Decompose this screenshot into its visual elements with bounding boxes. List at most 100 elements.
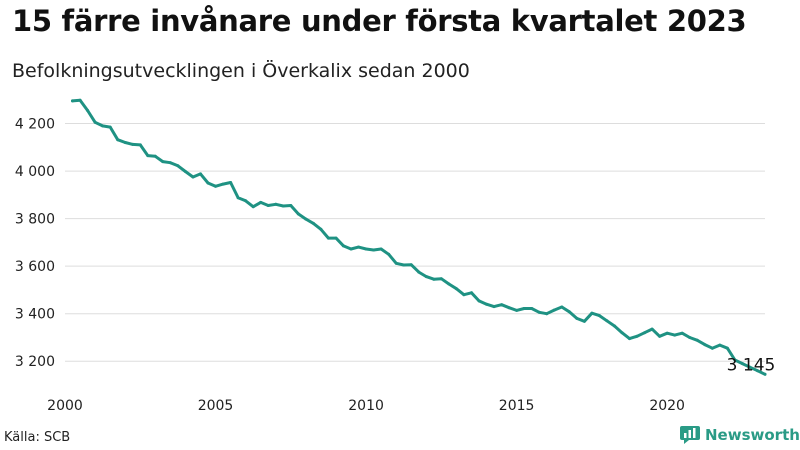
data-point — [266, 204, 270, 207]
data-point — [582, 319, 586, 323]
data-point — [417, 270, 421, 274]
chart-title: 15 färre invånare under första kvartalet… — [12, 4, 747, 38]
data-point — [575, 316, 579, 320]
data-point — [387, 252, 391, 256]
data-point — [748, 365, 752, 369]
data-point — [703, 343, 707, 347]
brand-name: Newsworthy — [705, 426, 800, 444]
data-point — [394, 261, 398, 265]
data-point — [477, 299, 481, 303]
y-tick-label: 3 400 — [15, 307, 55, 323]
data-point — [718, 343, 722, 347]
data-point — [342, 244, 345, 248]
x-tick-label: 2010 — [348, 398, 384, 414]
data-point — [289, 204, 293, 207]
y-axis-tick-labels: 3 200 3 400 3 600 3 800 4 000 4 200 — [15, 117, 55, 371]
data-point — [281, 204, 285, 208]
y-tick-label: 4 000 — [15, 164, 55, 180]
data-point — [101, 124, 105, 128]
x-tick-label: 2005 — [198, 398, 234, 414]
data-point — [146, 154, 150, 158]
data-point — [740, 362, 744, 366]
data-point — [613, 324, 616, 328]
data-point — [567, 310, 571, 314]
data-point — [560, 305, 564, 309]
data-point — [462, 293, 466, 297]
data-point — [138, 143, 142, 147]
data-point — [552, 308, 556, 312]
data-point — [402, 263, 406, 267]
data-point — [597, 314, 601, 318]
data-point — [131, 142, 135, 146]
data-point — [304, 217, 308, 221]
x-tick-label: 2020 — [649, 398, 685, 414]
data-point — [244, 199, 248, 203]
data-point — [485, 302, 488, 306]
data-point — [206, 181, 210, 185]
data-point — [229, 181, 233, 184]
chart-subtitle: Befolkningsutvecklingen i Överkalix seda… — [12, 60, 470, 82]
data-point — [168, 161, 172, 165]
data-point — [522, 307, 526, 310]
data-point — [191, 175, 195, 179]
data-point — [545, 312, 549, 316]
data-point — [710, 346, 714, 350]
data-point — [454, 287, 458, 291]
data-point — [725, 346, 729, 350]
data-point — [447, 282, 451, 286]
data-point — [251, 205, 255, 209]
data-point — [500, 303, 504, 307]
brand-logo: Newsworthy — [680, 426, 800, 444]
data-point — [372, 248, 376, 252]
data-point — [221, 182, 225, 186]
data-point — [259, 200, 263, 204]
data-point — [665, 331, 669, 335]
y-tick-label: 3 800 — [15, 212, 55, 228]
data-point — [756, 369, 759, 373]
data-point — [357, 245, 360, 249]
data-point — [590, 311, 594, 315]
data-point — [515, 308, 519, 312]
data-point — [537, 310, 541, 314]
data-point — [86, 109, 90, 112]
y-tick-label: 3 200 — [15, 354, 55, 370]
source-note: Källa: SCB — [4, 430, 71, 445]
data-point — [214, 184, 217, 188]
data-point — [643, 331, 647, 335]
data-point — [93, 120, 97, 124]
data-point — [432, 277, 436, 281]
data-point — [274, 202, 278, 206]
x-tick-label: 2015 — [499, 398, 535, 414]
data-point — [530, 307, 534, 310]
y-tick-label: 4 200 — [15, 117, 55, 133]
data-point — [71, 99, 74, 103]
data-point — [153, 154, 157, 158]
data-point — [605, 319, 609, 323]
bar-chart-logo-icon — [680, 426, 700, 444]
data-point — [236, 196, 240, 200]
data-point — [296, 212, 300, 216]
data-point — [319, 227, 323, 231]
y-tick-label: 3 600 — [15, 259, 55, 275]
data-point — [680, 331, 684, 335]
data-point — [424, 275, 428, 279]
data-point — [507, 306, 511, 310]
data-point — [108, 125, 112, 129]
data-point — [78, 98, 82, 102]
data-points — [71, 98, 767, 376]
data-point — [409, 263, 413, 267]
data-point — [733, 358, 737, 362]
data-point — [349, 247, 353, 251]
data-point — [695, 338, 699, 342]
data-point — [620, 331, 624, 335]
data-point — [470, 291, 473, 295]
data-point — [183, 170, 187, 173]
data-point — [635, 334, 639, 338]
gridlines — [65, 123, 765, 362]
data-point — [123, 141, 127, 144]
data-point — [116, 138, 120, 142]
data-point — [379, 247, 383, 251]
data-point — [658, 334, 662, 338]
data-point — [311, 221, 315, 225]
